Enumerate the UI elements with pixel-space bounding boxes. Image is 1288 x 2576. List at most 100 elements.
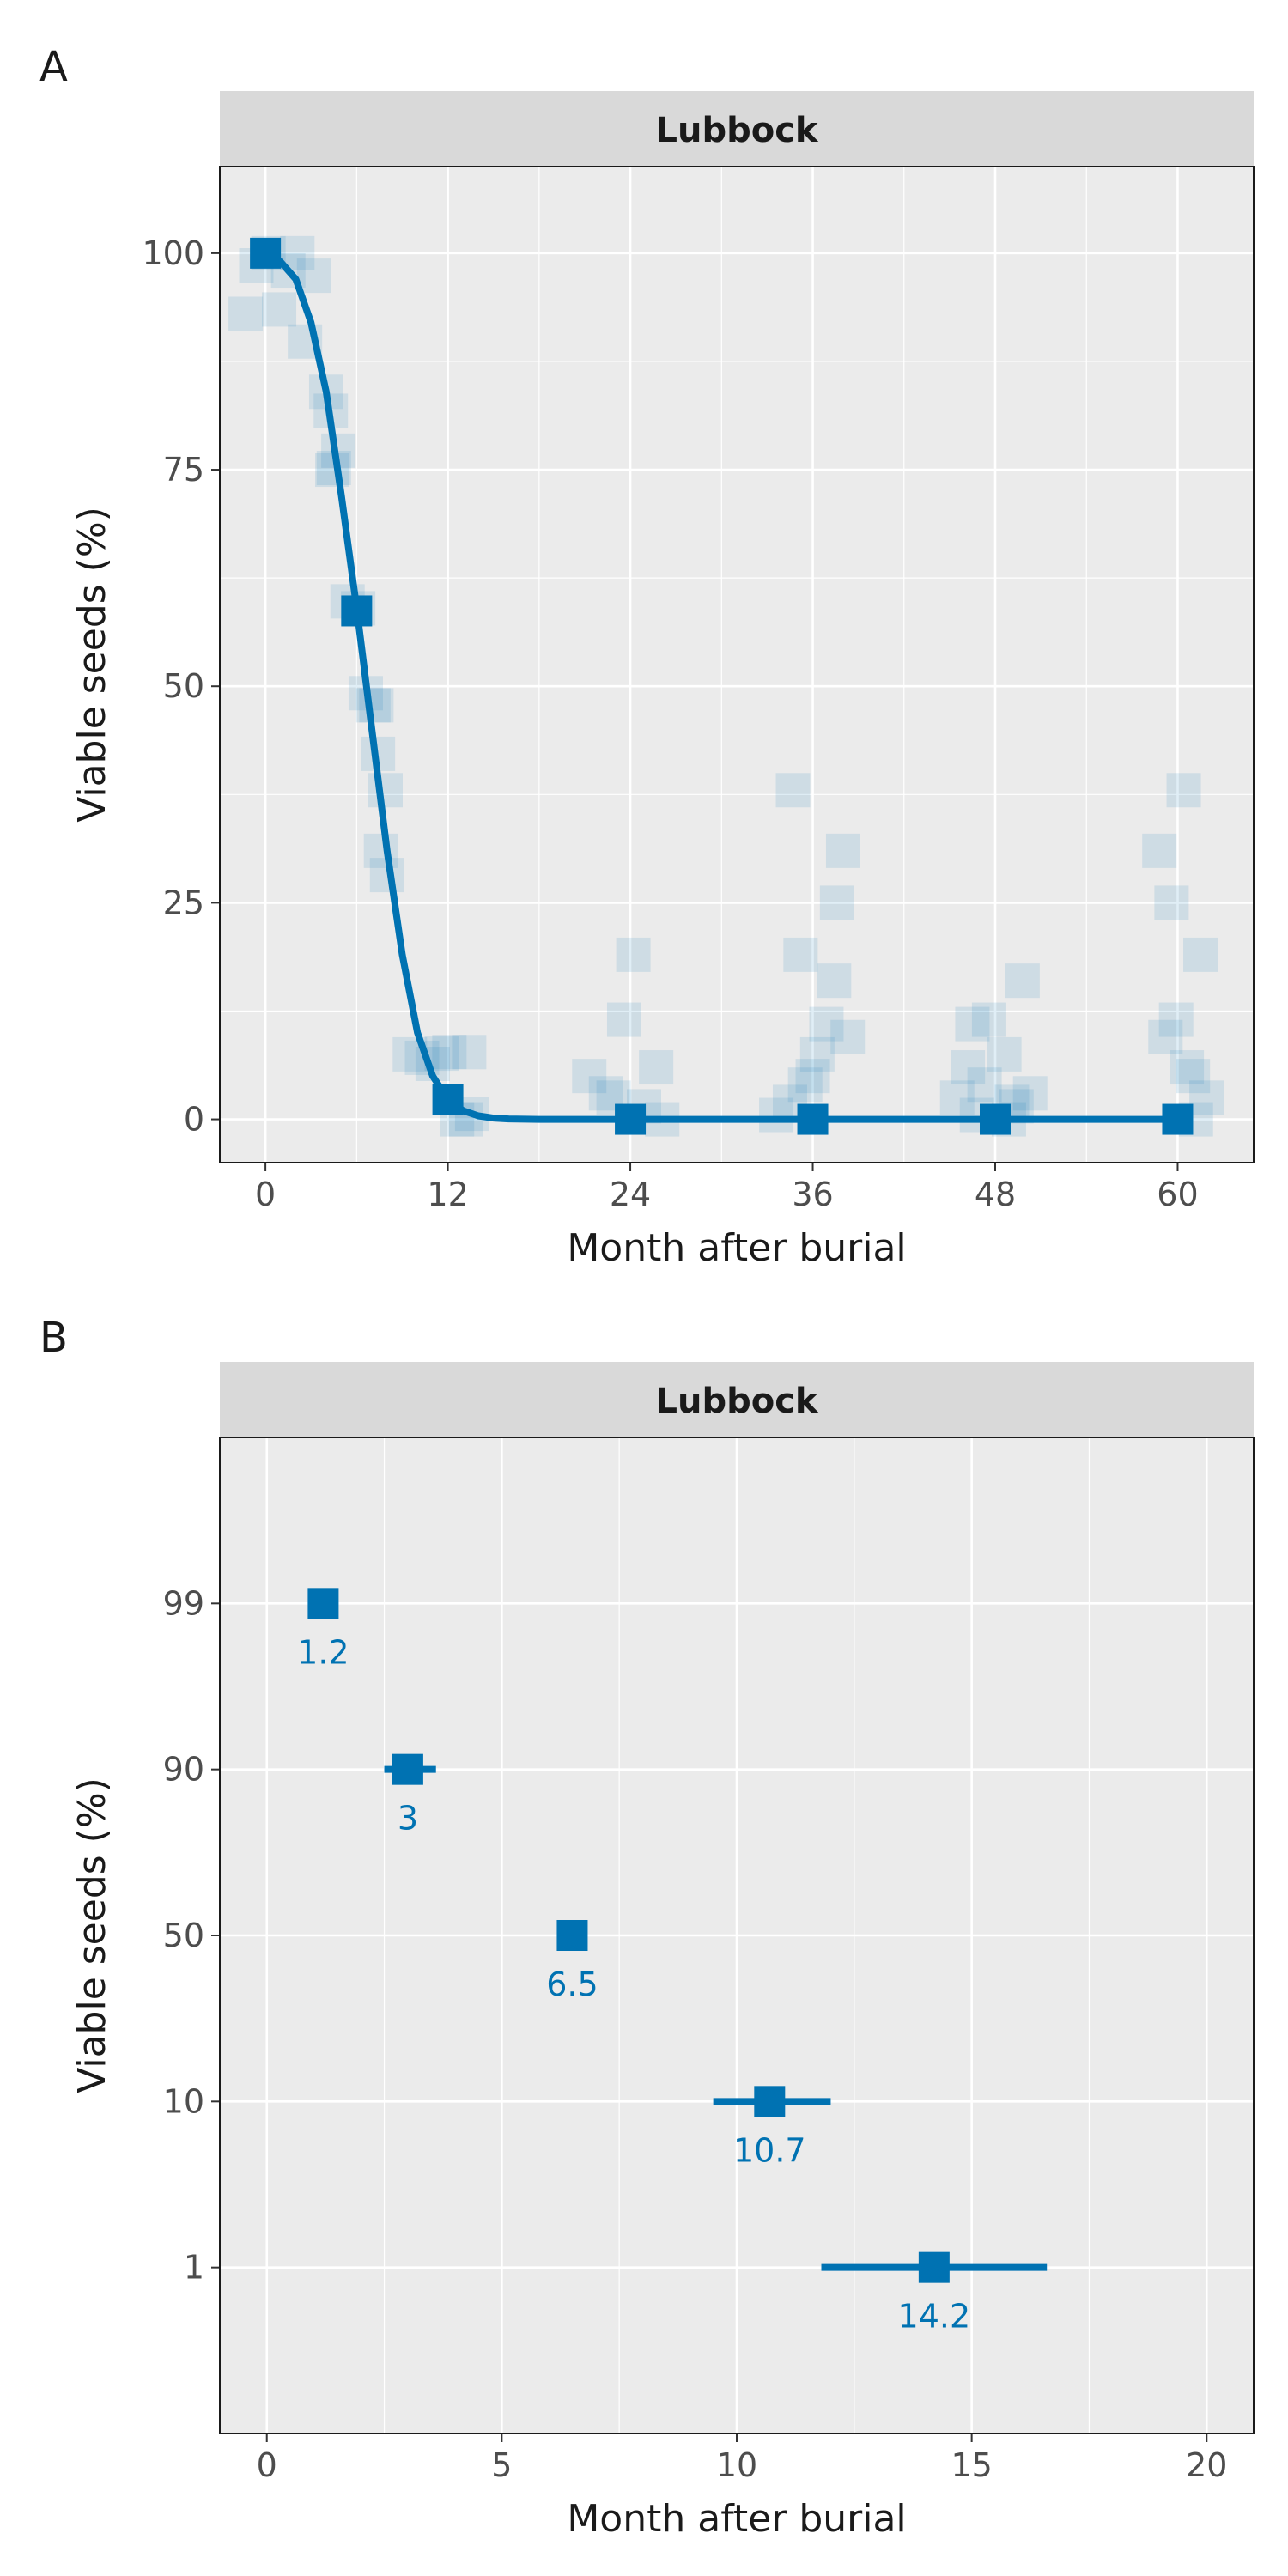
panel-a-letter: A	[39, 43, 68, 91]
panel-a-strip	[220, 91, 1254, 167]
data-label: 10.7	[733, 2131, 806, 2169]
y-tick-label: 100	[142, 234, 204, 272]
observation-point	[787, 1067, 823, 1103]
observation-point	[955, 1006, 990, 1042]
data-label: 6.5	[546, 1965, 598, 2003]
data-label: 1.2	[297, 1633, 349, 1671]
y-tick-label: 99	[163, 1584, 204, 1622]
observation-point	[795, 1059, 830, 1094]
observation-point	[616, 937, 651, 972]
observation-point	[452, 1035, 487, 1070]
panel-a-plot-area	[220, 167, 1254, 1163]
observation-point	[1154, 885, 1189, 920]
observation-point	[775, 773, 811, 808]
observation-point	[296, 258, 331, 294]
estimate-point	[918, 2251, 950, 2283]
y-tick-label: 50	[163, 1917, 204, 1954]
observation-point	[315, 453, 350, 488]
observation-point	[783, 937, 818, 972]
observation-point	[799, 1036, 835, 1072]
panel-b-x-axis-title: Month after burial	[567, 2497, 906, 2541]
observation-point	[1166, 773, 1201, 808]
observation-point	[1142, 833, 1177, 868]
panel-a-facet-label: Lubbock	[655, 111, 818, 150]
panel-b-x-ticks: 0 5 10 15 20	[257, 2433, 1227, 2484]
y-tick-label: 1	[184, 2249, 204, 2287]
mean-point	[432, 1084, 464, 1115]
observation-point	[368, 773, 403, 808]
panel-b: B Lubbock 1.2 3 6.5 10.7 14.2 0 5 10 15 20 99 90 5…	[39, 1314, 1255, 2541]
observation-point	[825, 833, 860, 868]
data-label: 3	[398, 1800, 418, 1838]
mean-point	[1162, 1103, 1194, 1135]
observation-point	[262, 292, 297, 327]
observation-point	[363, 833, 398, 868]
panel-b-strip	[220, 1362, 1254, 1437]
observation-point	[1005, 963, 1040, 999]
observation-point	[819, 885, 854, 920]
observation-point	[228, 296, 264, 331]
observation-point	[817, 963, 852, 999]
estimate-point	[556, 1920, 588, 1951]
x-tick-label: 5	[491, 2446, 512, 2484]
observation-point	[939, 1080, 975, 1115]
panel-b-y-axis-title: Viable seeds (%)	[70, 1777, 114, 2093]
panel-a-observations	[228, 235, 1224, 1137]
estimate-point	[307, 1588, 339, 1619]
y-tick-label: 50	[163, 667, 204, 705]
estimate-point	[754, 2086, 786, 2117]
mean-point	[980, 1103, 1011, 1135]
observation-point	[809, 1006, 844, 1042]
panel-a-x-ticks: 0 12 24 36 48 60	[255, 1163, 1199, 1213]
observation-point	[971, 1002, 1006, 1037]
mean-point	[615, 1103, 647, 1135]
panel-b-y-ticks: 99 90 50 10 1	[163, 1584, 220, 2287]
observation-point	[1012, 1076, 1048, 1111]
observation-point	[1189, 1080, 1224, 1115]
y-tick-label: 10	[163, 2082, 204, 2120]
y-tick-label: 25	[163, 884, 204, 921]
observation-point	[967, 1067, 1002, 1103]
y-tick-label: 75	[163, 451, 204, 489]
mean-point	[341, 595, 373, 627]
panel-b-facet-label: Lubbock	[655, 1382, 818, 1421]
observation-point	[1158, 1002, 1194, 1037]
panel-b-points: 1.2 3 6.5 10.7 14.2	[297, 1588, 1048, 2336]
panel-a-y-ticks: 0 25 50 75 100	[142, 234, 220, 1139]
estimate-point	[392, 1753, 423, 1785]
x-tick-label: 36	[792, 1176, 833, 1213]
panel-a-y-axis-title: Viable seeds (%)	[70, 507, 114, 823]
observation-point	[1176, 1059, 1211, 1094]
panel-a-frame	[219, 166, 1255, 1163]
panel-a-means	[250, 237, 1194, 1135]
x-tick-label: 24	[610, 1176, 651, 1213]
x-tick-label: 0	[257, 2446, 277, 2484]
x-tick-label: 12	[427, 1176, 468, 1213]
data-label: 14.2	[898, 2298, 971, 2336]
observation-point	[432, 1035, 467, 1070]
observation-point	[1183, 937, 1218, 972]
observation-point	[606, 1002, 641, 1037]
x-tick-label: 15	[951, 2446, 992, 2484]
observation-point	[830, 1019, 866, 1054]
x-tick-label: 10	[716, 2446, 757, 2484]
y-tick-label: 0	[184, 1101, 204, 1139]
observation-point	[1170, 1050, 1205, 1085]
x-tick-label: 0	[255, 1176, 276, 1213]
observation-point	[572, 1059, 607, 1094]
y-tick-label: 90	[163, 1751, 204, 1789]
panel-b-frame	[219, 1437, 1255, 2434]
panel-a-grid	[220, 167, 1254, 1163]
panel-a: A Lubbock 0 12 24 36 48 60 0 25 50 75 100 Month a…	[39, 43, 1255, 1270]
observation-point	[1148, 1019, 1183, 1054]
observation-point	[987, 1036, 1022, 1072]
mean-point	[797, 1103, 829, 1135]
panel-a-x-axis-title: Month after burial	[567, 1226, 906, 1270]
observation-point	[759, 1097, 794, 1133]
observation-point	[951, 1050, 986, 1085]
observation-point	[639, 1050, 674, 1085]
panel-b-grid	[220, 1437, 1254, 2433]
x-tick-label: 20	[1186, 2446, 1227, 2484]
panel-b-letter: B	[39, 1314, 68, 1362]
